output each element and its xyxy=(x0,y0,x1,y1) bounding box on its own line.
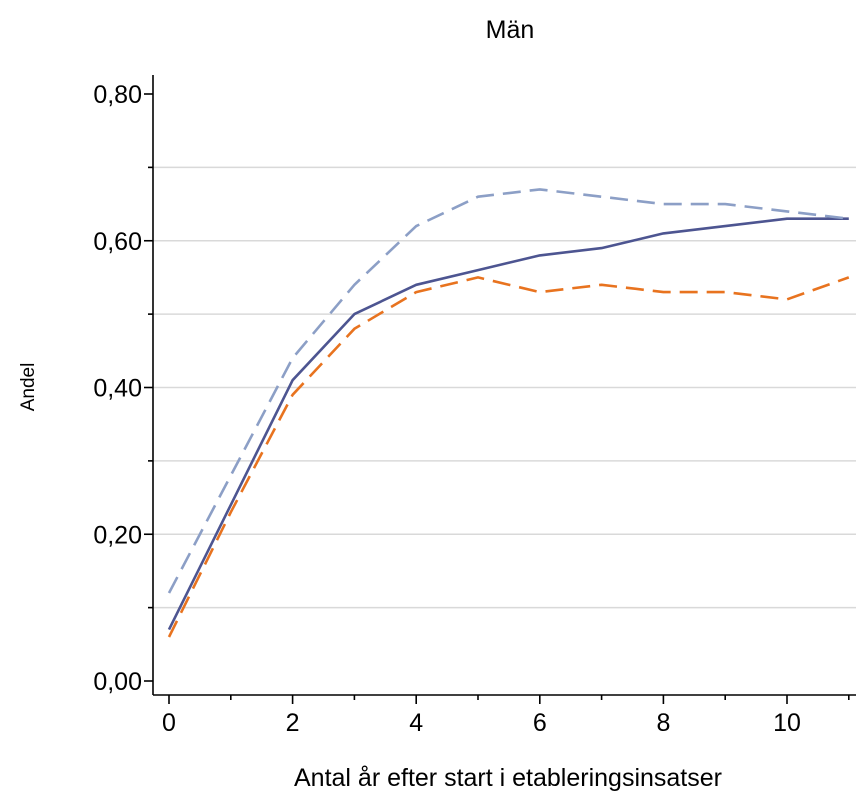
x-tick-label: 10 xyxy=(773,709,801,737)
series-line-3 xyxy=(167,276,850,638)
y-tick-label: 0,40 xyxy=(93,375,142,403)
series-group xyxy=(167,188,850,638)
y-tick-label: 0,00 xyxy=(93,668,142,696)
x-tick-label: 6 xyxy=(533,709,547,737)
x-tick-label: 2 xyxy=(286,709,300,737)
y-tick-label: 0,20 xyxy=(93,521,142,549)
y-tick-label: 0,60 xyxy=(93,228,142,256)
x-tick-label: 8 xyxy=(656,709,670,737)
series-line-1 xyxy=(167,217,849,631)
y-tick-label: 0,80 xyxy=(93,81,142,109)
x-tick-label: 4 xyxy=(409,709,423,737)
series-line-2 xyxy=(167,188,849,594)
chart-title: Män xyxy=(486,16,535,44)
axes: 0,00 0,20 0,40 0,60 0,80 0 2 4 6 8 10 xyxy=(93,75,856,737)
grid-lines xyxy=(153,166,856,609)
x-tick-label: 0 xyxy=(162,709,176,737)
y-axis-title: Andel xyxy=(18,363,39,412)
x-axis-title: Antal år efter start i etableringsinsats… xyxy=(294,764,722,792)
